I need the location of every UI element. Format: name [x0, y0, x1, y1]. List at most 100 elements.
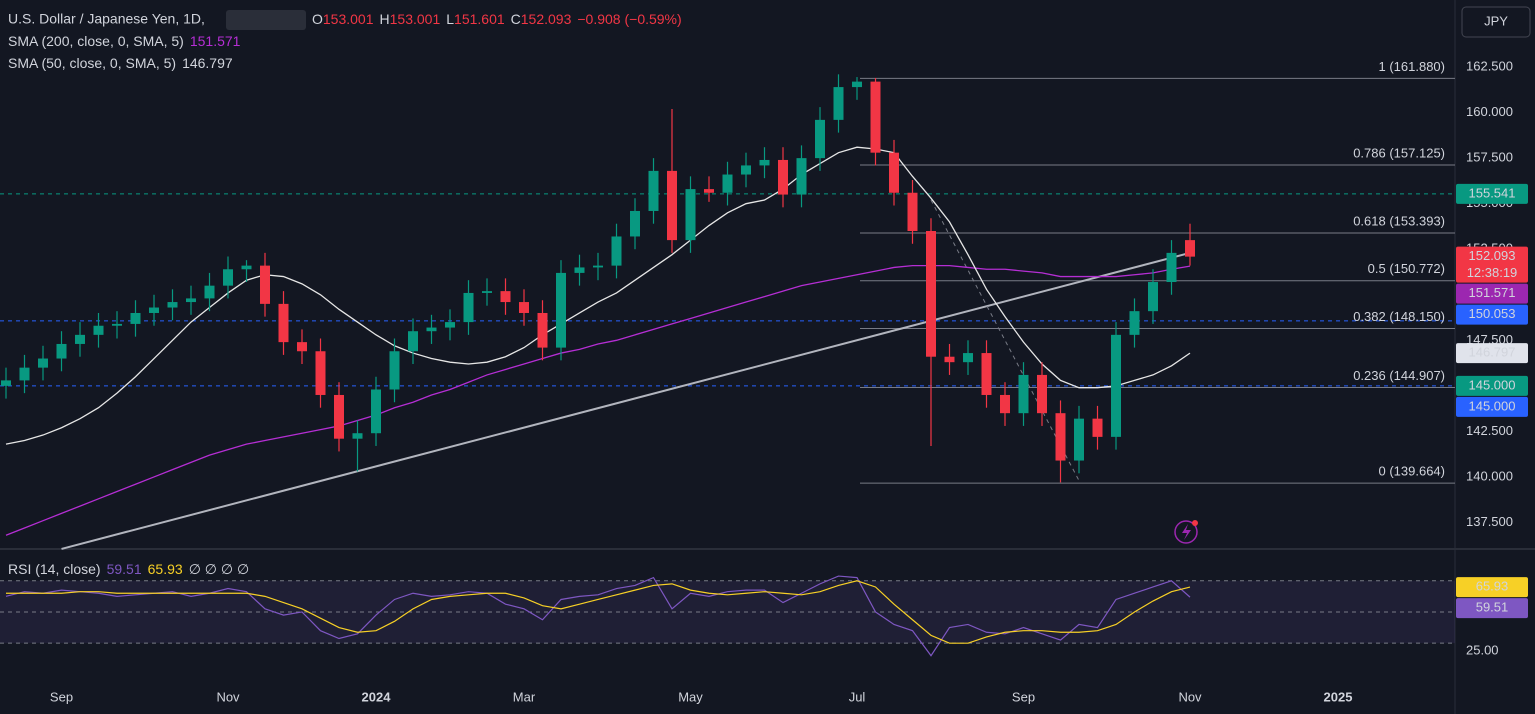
candle-body — [38, 358, 48, 368]
candle-body — [56, 343, 67, 359]
candle-body — [1129, 311, 1140, 335]
c-label: C — [511, 11, 521, 27]
candle-body — [204, 285, 215, 299]
l-label: L — [446, 11, 454, 27]
candle-body — [889, 152, 899, 193]
candle-body — [352, 433, 363, 439]
candle-body — [944, 356, 955, 363]
y-tick-label: 137.500 — [1466, 514, 1513, 529]
x-tick-label: Nov — [216, 689, 240, 704]
y-tick-label: 160.000 — [1466, 104, 1513, 119]
price-badge — [1456, 183, 1528, 204]
candle-body — [241, 265, 252, 270]
x-tick-label: May — [678, 689, 703, 704]
price-badge — [1456, 396, 1528, 417]
c-value: 152.093 — [521, 11, 572, 27]
x-tick-label: 2025 — [1324, 689, 1353, 704]
icon-dot[interactable] — [1192, 520, 1198, 526]
candle-body — [870, 81, 881, 153]
rsi-badge — [1456, 577, 1528, 598]
candle-body — [186, 298, 196, 303]
candle-body — [19, 367, 30, 381]
legend-value: 151.571 — [190, 33, 241, 49]
fib-label: 0.618 (153.393) — [1353, 213, 1445, 228]
candle-body — [1037, 374, 1047, 414]
fib-label: 1 (161.880) — [1379, 59, 1446, 74]
button-frame[interactable] — [1461, 6, 1531, 38]
legend-name: SMA (50, close, 0, SMA, 5) — [8, 55, 176, 71]
candle-body — [334, 394, 344, 439]
candle-body — [537, 312, 548, 348]
currency-label[interactable]: JPY — [1484, 13, 1508, 28]
rsi-pane — [0, 575, 1455, 657]
legend-name: SMA (200, close, 0, SMA, 5) — [8, 33, 184, 49]
candle-body — [1074, 418, 1084, 461]
y-tick-label: 142.500 — [1466, 423, 1513, 438]
price-badge-label: 155.541 — [1469, 185, 1516, 200]
ohlc: O153.001 H153.001 L151.601 C152.093 −0.908 (… — [312, 11, 682, 27]
x-tick-label: 2024 — [362, 689, 392, 704]
candle-body — [1000, 394, 1010, 414]
candle-body — [1092, 418, 1103, 437]
rsi-badge-label: 59.51 — [1476, 600, 1509, 615]
fib-label: 0.786 (157.125) — [1353, 145, 1445, 160]
candle-body — [278, 303, 289, 343]
candle-body — [482, 291, 492, 293]
candle-body — [223, 269, 233, 286]
rsi-badge-label: 65.93 — [1476, 579, 1509, 594]
price-badge-label: 146.797 — [1469, 345, 1516, 360]
candle-body — [1111, 334, 1121, 437]
fib-label: 0.382 (148.150) — [1353, 309, 1445, 324]
o-label: O — [312, 11, 323, 27]
candle-body — [93, 325, 104, 335]
candle-body — [463, 292, 474, 323]
candle-body — [112, 323, 122, 326]
candle-body — [371, 389, 381, 434]
sma-line — [5, 146, 1191, 445]
price-badge-label: 145.000 — [1469, 377, 1516, 392]
fib-label: 0.236 (144.907) — [1353, 368, 1445, 383]
h-label: H — [380, 11, 390, 27]
candle-body — [445, 322, 455, 328]
trend-line — [930, 199, 1080, 481]
candle-body — [519, 302, 529, 313]
l-value: 151.601 — [454, 11, 505, 27]
candle-body — [926, 231, 936, 357]
candle-body — [1, 380, 11, 386]
price-badge-label: 150.053 — [1469, 306, 1516, 321]
candle-body — [833, 87, 844, 120]
x-tick-label: Mar — [513, 689, 536, 704]
candle-body — [722, 174, 733, 193]
sma50-legend: SMA (50, close, 0, SMA, 5) 146.797 — [8, 55, 233, 71]
price-badge-label: 151.571 — [1469, 285, 1516, 300]
y-tick-label: 162.500 — [1466, 58, 1513, 73]
rsi-value: 59.51 — [107, 561, 142, 577]
countdown: 12:38:19 — [1467, 265, 1518, 280]
candle-body — [1018, 374, 1029, 414]
change: −0.908 (−0.59%) — [577, 11, 681, 27]
candle-body — [667, 170, 677, 241]
price-badge — [1456, 283, 1528, 304]
price-badge — [1456, 375, 1528, 396]
price-badge — [1456, 246, 1528, 283]
candle-body — [630, 210, 640, 237]
icon-bolt[interactable] — [1182, 524, 1191, 540]
candle-body — [778, 159, 788, 195]
y-tick-label: 140.000 — [1466, 468, 1513, 483]
candle-body — [408, 331, 418, 352]
sma-line — [5, 264, 1191, 536]
candle-body — [500, 291, 511, 303]
candle-body — [759, 159, 770, 166]
fib-label: 0 (139.664) — [1379, 464, 1446, 479]
rsi-ma-value: 65.93 — [148, 561, 183, 577]
candle-body — [815, 119, 825, 159]
icon-ring[interactable] — [1174, 520, 1198, 544]
blurred-box — [226, 10, 306, 30]
candle-body — [130, 312, 141, 324]
y-tick-label: 147.500 — [1466, 332, 1513, 347]
candle-body — [167, 302, 178, 308]
jpy-button[interactable]: JPY — [1461, 6, 1531, 38]
candle-body — [149, 307, 159, 313]
alert-icon[interactable] — [1174, 520, 1198, 544]
candle-body — [297, 342, 307, 352]
